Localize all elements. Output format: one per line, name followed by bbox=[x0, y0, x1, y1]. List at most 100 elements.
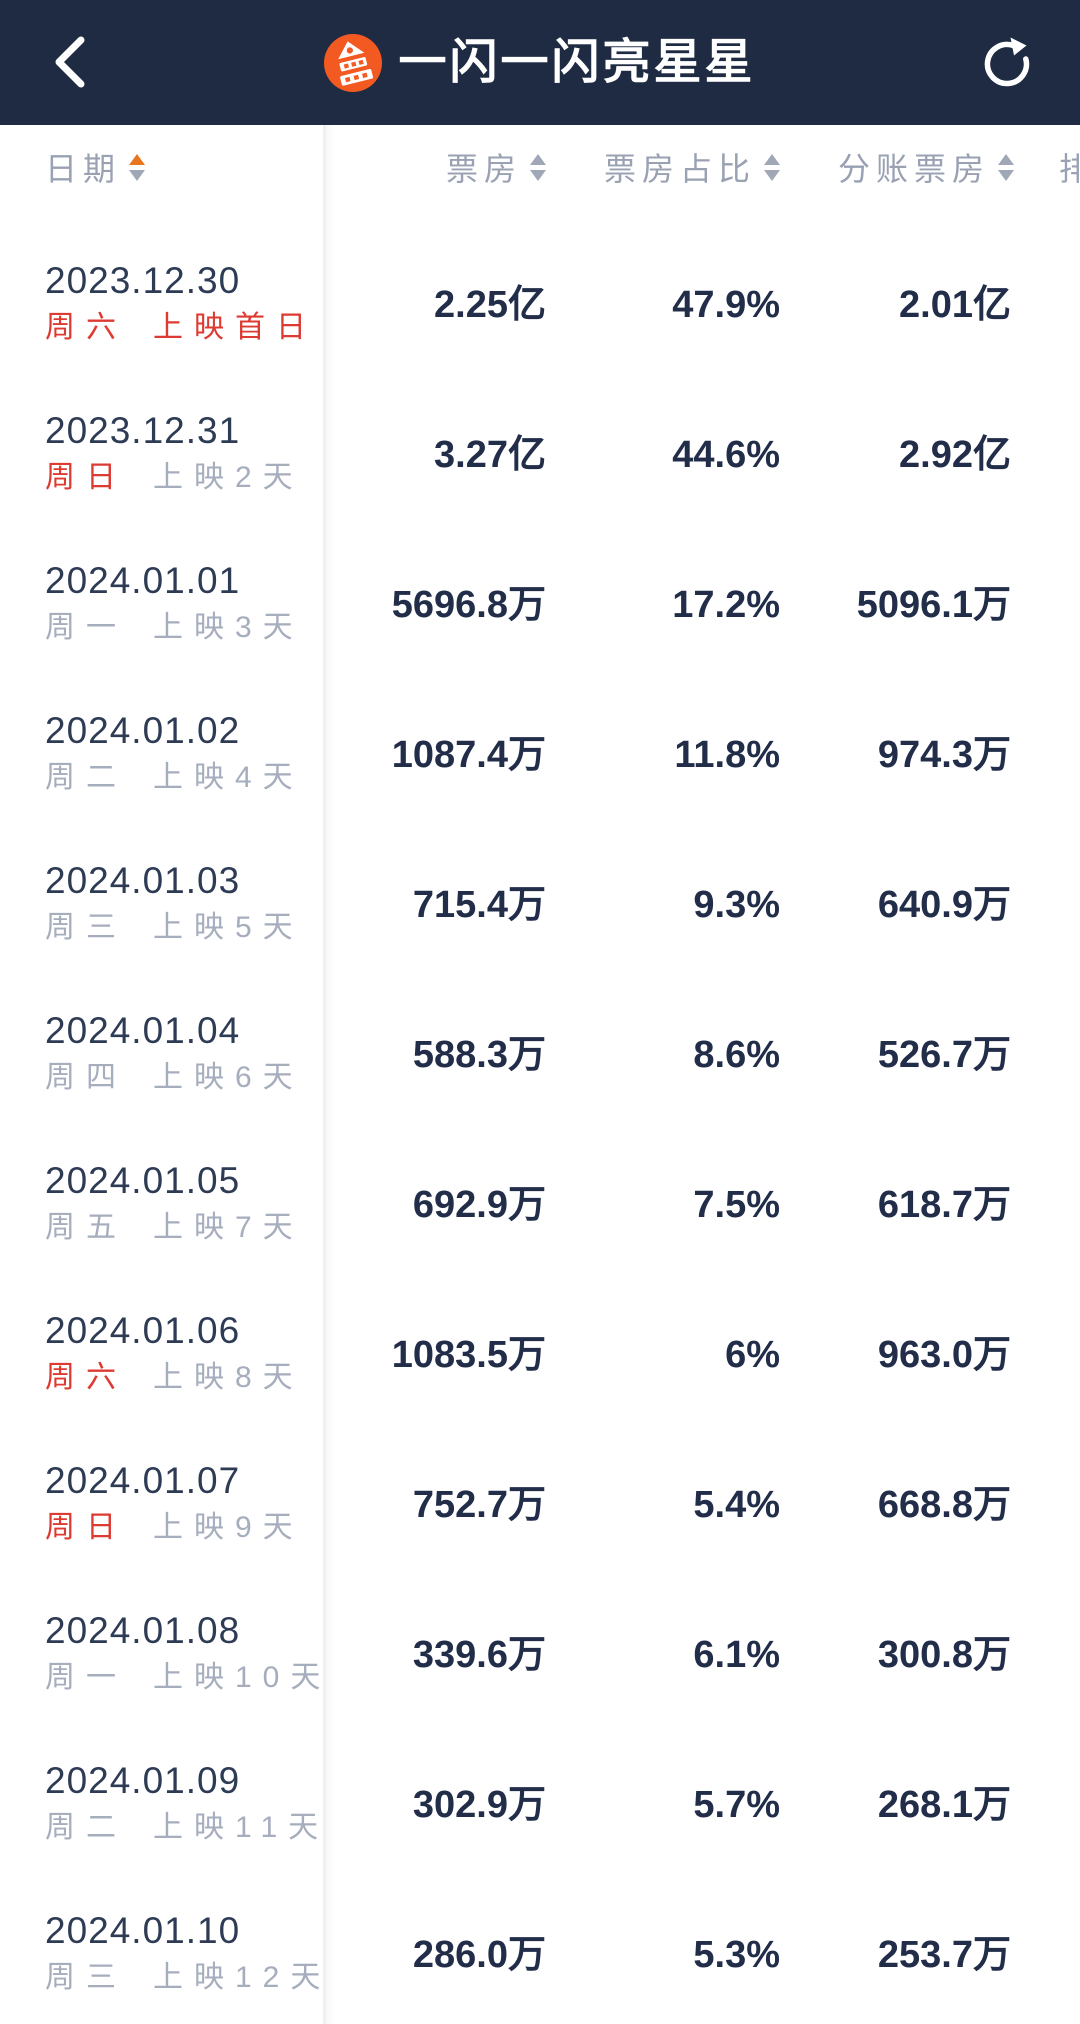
date-cell: 2024.01.06 周六 上映8天 bbox=[45, 1310, 304, 1396]
row-subtitle: 周四 上映6天 bbox=[45, 1060, 304, 1096]
row-day-label: 上映首日 bbox=[153, 311, 317, 344]
row-box-office: 715.4万 bbox=[412, 884, 546, 926]
back-button[interactable] bbox=[46, 32, 94, 92]
column-header-date[interactable]: 日期 bbox=[45, 125, 146, 209]
beacon-lighthouse-icon bbox=[324, 33, 383, 92]
table-row[interactable]: 2024.01.04 周四 上映6天 588.3万 8.6% 526.7万 bbox=[0, 957, 1080, 1107]
column-header-split[interactable]: 分账票房 bbox=[838, 125, 1014, 209]
table-header: 日期 票房 票房占比 分账票房 排片 bbox=[0, 125, 1080, 209]
sort-icon-share bbox=[764, 153, 780, 181]
sort-icon-date bbox=[129, 153, 146, 181]
row-day-label: 上映3天 bbox=[153, 611, 304, 644]
column-label-box-office: 票房 bbox=[445, 151, 522, 187]
row-split: 640.9万 bbox=[877, 884, 1011, 926]
row-share: 7.5% bbox=[693, 1184, 780, 1226]
date-cell: 2024.01.10 周三 上映12天 bbox=[45, 1910, 331, 1996]
column-label-share: 票房占比 bbox=[603, 151, 756, 187]
table-row[interactable]: 2023.12.31 周日 上映2天 3.27亿 44.6% 2.92亿 bbox=[0, 357, 1080, 507]
column-label-split: 分账票房 bbox=[837, 151, 990, 187]
table-row[interactable]: 2024.01.01 周一 上映3天 5696.8万 17.2% 5096.1万 bbox=[0, 507, 1080, 657]
row-weekday: 周六 bbox=[45, 311, 127, 344]
row-share: 5.4% bbox=[693, 1484, 780, 1526]
row-weekday: 周五 bbox=[45, 1211, 127, 1244]
column-header-share[interactable]: 票房占比 bbox=[604, 125, 780, 209]
row-day-label: 上映6天 bbox=[153, 1061, 304, 1094]
row-box-office: 2.25亿 bbox=[434, 284, 546, 326]
row-box-office: 339.6万 bbox=[412, 1634, 546, 1676]
table-row[interactable]: 2024.01.03 周三 上映5天 715.4万 9.3% 640.9万 bbox=[0, 807, 1080, 957]
row-date: 2023.12.31 bbox=[45, 410, 241, 451]
row-weekday: 周日 bbox=[45, 1511, 127, 1544]
table-row[interactable]: 2024.01.10 周三 上映12天 286.0万 5.3% 253.7万 bbox=[0, 1857, 1080, 2007]
row-share: 5.3% bbox=[693, 1934, 780, 1976]
row-subtitle: 周六 上映8天 bbox=[45, 1360, 304, 1396]
row-split: 963.0万 bbox=[877, 1334, 1011, 1376]
table-row[interactable]: 2024.01.07 周日 上映9天 752.7万 5.4% 668.8万 bbox=[0, 1407, 1080, 1557]
column-header-box-office[interactable]: 票房 bbox=[446, 125, 546, 209]
page-title: 一闪一闪亮星星 bbox=[324, 33, 755, 92]
row-share: 6% bbox=[725, 1334, 780, 1376]
row-weekday: 周三 bbox=[45, 911, 127, 944]
date-cell: 2024.01.09 周二 上映11天 bbox=[45, 1760, 329, 1846]
row-subtitle: 周日 上映2天 bbox=[45, 460, 304, 496]
table-row[interactable]: 2024.01.06 周六 上映8天 1083.5万 6% 963.0万 bbox=[0, 1257, 1080, 1407]
column-label-date: 日期 bbox=[45, 151, 122, 187]
row-day-label: 上映5天 bbox=[153, 911, 304, 944]
table-row[interactable]: 2024.01.05 周五 上映7天 692.9万 7.5% 618.7万 bbox=[0, 1107, 1080, 1257]
row-date: 2024.01.07 bbox=[45, 1460, 241, 1501]
table-row[interactable]: 2023.12.30 周六 上映首日 2.25亿 47.9% 2.01亿 bbox=[0, 207, 1080, 357]
date-cell: 2024.01.05 周五 上映7天 bbox=[45, 1160, 304, 1246]
refresh-button[interactable] bbox=[978, 32, 1036, 92]
row-share: 47.9% bbox=[672, 284, 780, 326]
row-subtitle: 周一 上映3天 bbox=[45, 610, 304, 646]
date-cell: 2024.01.07 周日 上映9天 bbox=[45, 1460, 304, 1546]
frozen-column-divider bbox=[323, 125, 334, 2024]
date-cell: 2024.01.08 周一 上映10天 bbox=[45, 1610, 331, 1696]
table-row[interactable]: 2024.01.02 周二 上映4天 1087.4万 11.8% 974.3万 bbox=[0, 657, 1080, 807]
row-subtitle: 周三 上映5天 bbox=[45, 910, 304, 946]
row-date: 2024.01.01 bbox=[45, 560, 241, 601]
date-cell: 2024.01.02 周二 上映4天 bbox=[45, 710, 304, 796]
row-split: 526.7万 bbox=[877, 1034, 1011, 1076]
sort-icon-box-office bbox=[530, 153, 546, 181]
row-share: 44.6% bbox=[672, 434, 780, 476]
row-date: 2024.01.05 bbox=[45, 1160, 241, 1201]
row-weekday: 周二 bbox=[45, 761, 127, 794]
row-split: 300.8万 bbox=[877, 1634, 1011, 1676]
date-cell: 2023.12.31 周日 上映2天 bbox=[45, 410, 304, 496]
row-date: 2024.01.06 bbox=[45, 1310, 241, 1351]
column-header-screening[interactable]: 排片 bbox=[1059, 125, 1080, 209]
row-box-office: 302.9万 bbox=[412, 1784, 546, 1826]
date-cell: 2023.12.30 周六 上映首日 bbox=[45, 260, 317, 346]
row-day-label: 上映7天 bbox=[153, 1211, 304, 1244]
row-day-label: 上映8天 bbox=[153, 1361, 304, 1394]
row-share: 17.2% bbox=[672, 584, 780, 626]
table-row[interactable]: 2024.01.08 周一 上映10天 339.6万 6.1% 300.8万 bbox=[0, 1557, 1080, 1707]
row-weekday: 周一 bbox=[45, 1661, 127, 1694]
row-split: 2.92亿 bbox=[899, 434, 1011, 476]
row-share: 5.7% bbox=[693, 1784, 780, 1826]
row-box-office: 286.0万 bbox=[412, 1934, 546, 1976]
table-row[interactable]: 2024.01.09 周二 上映11天 302.9万 5.7% 268.1万 bbox=[0, 1707, 1080, 1857]
row-date: 2024.01.10 bbox=[45, 1910, 241, 1951]
row-weekday: 周日 bbox=[45, 461, 127, 494]
row-share: 8.6% bbox=[693, 1034, 780, 1076]
row-subtitle: 周二 上映11天 bbox=[45, 1810, 329, 1846]
row-subtitle: 周三 上映12天 bbox=[45, 1960, 331, 1996]
row-subtitle: 周二 上映4天 bbox=[45, 760, 304, 796]
row-box-office: 1083.5万 bbox=[391, 1334, 546, 1376]
row-box-office: 5696.8万 bbox=[391, 584, 546, 626]
row-share: 9.3% bbox=[693, 884, 780, 926]
row-weekday: 周一 bbox=[45, 611, 127, 644]
row-day-label: 上映10天 bbox=[153, 1661, 332, 1694]
row-day-label: 上映4天 bbox=[153, 761, 304, 794]
row-weekday: 周三 bbox=[45, 1961, 127, 1994]
refresh-icon bbox=[984, 37, 1030, 87]
row-split: 5096.1万 bbox=[856, 584, 1011, 626]
row-box-office: 3.27亿 bbox=[434, 434, 546, 476]
row-share: 6.1% bbox=[693, 1634, 780, 1676]
date-cell: 2024.01.03 周三 上映5天 bbox=[45, 860, 304, 946]
sort-icon-split bbox=[998, 153, 1014, 181]
row-date: 2024.01.09 bbox=[45, 1760, 241, 1801]
row-subtitle: 周五 上映7天 bbox=[45, 1210, 304, 1246]
